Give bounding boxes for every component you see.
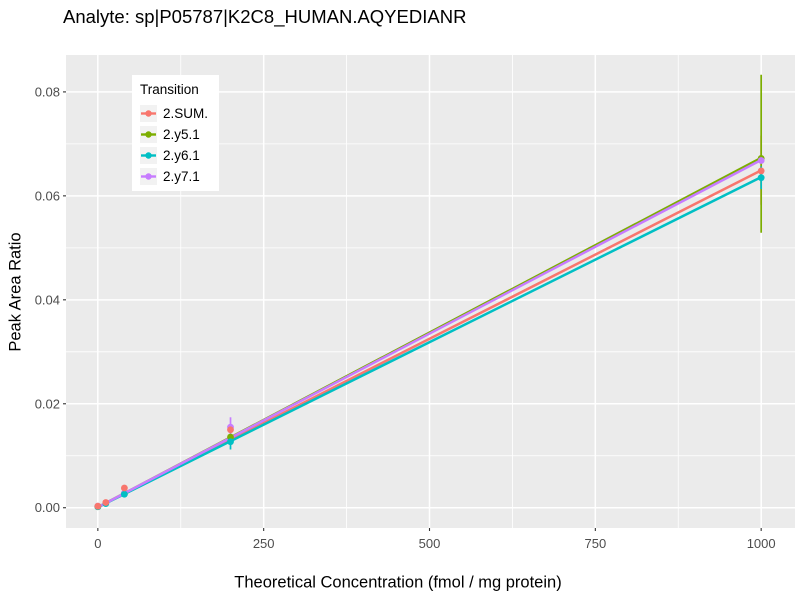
point-2.y6.1	[757, 174, 765, 182]
data-points	[94, 155, 765, 511]
fit-line-2.y6.1	[97, 176, 762, 509]
point-2.SUM.	[102, 499, 110, 506]
pointrange-key-icon	[140, 126, 157, 143]
point-2.SUM.	[94, 502, 102, 510]
legend-item: 2.y6.1	[140, 145, 219, 166]
legend-item: 2.y7.1	[140, 166, 219, 187]
x-tick-labels: 0 250 500 750 1000	[94, 536, 775, 551]
svg-text:0.00: 0.00	[35, 500, 60, 515]
legend-item: 2.y5.1	[140, 124, 219, 145]
point-2.SUM.	[757, 167, 765, 175]
minor-gridlines	[66, 55, 795, 528]
pointrange-key-icon	[140, 168, 157, 185]
y-tick-labels: 0.00 0.02 0.04 0.06 0.08	[35, 84, 60, 515]
point-2.y7.1	[757, 157, 765, 164]
svg-text:750: 750	[584, 536, 606, 551]
svg-text:500: 500	[419, 536, 441, 551]
svg-text:0.06: 0.06	[35, 188, 60, 203]
legend-item-label: 2.y6.1	[163, 148, 200, 163]
point-2.y5.1	[227, 433, 234, 441]
legend-item-label: 2.y7.1	[163, 169, 200, 184]
svg-text:250: 250	[253, 536, 275, 551]
point-2.y6.1	[227, 438, 234, 446]
y-axis-title: Peak Area Ratio	[6, 232, 25, 352]
chart-title: Analyte: sp|P05787|K2C8_HUMAN.AQYEDIANR	[63, 6, 467, 27]
legend: Transition 2.SUM. 2.y5.1 2.y6.1 2.y7.1	[132, 75, 219, 191]
legend-item: 2.SUM.	[140, 103, 219, 124]
legend-title: Transition	[140, 82, 199, 97]
svg-text:0: 0	[94, 536, 101, 551]
pointrange-key-icon	[140, 147, 157, 164]
x-axis-title: Theoretical Concentration (fmol / mg pro…	[234, 573, 562, 592]
legend-item-label: 2.SUM.	[163, 106, 209, 121]
svg-text:0.02: 0.02	[35, 396, 60, 411]
pointrange-key-icon	[140, 105, 157, 122]
point-2.y6.1	[120, 490, 128, 498]
fit-line-2.y7.1	[97, 158, 762, 509]
axis-ticks	[63, 91, 762, 531]
svg-text:0.08: 0.08	[35, 84, 60, 99]
fit-lines	[97, 156, 762, 509]
legend-item-label: 2.y5.1	[163, 127, 200, 142]
point-2.SUM.	[120, 484, 128, 492]
point-2.SUM.	[227, 426, 234, 434]
svg-text:0.04: 0.04	[35, 292, 60, 307]
svg-text:1000: 1000	[747, 536, 776, 551]
